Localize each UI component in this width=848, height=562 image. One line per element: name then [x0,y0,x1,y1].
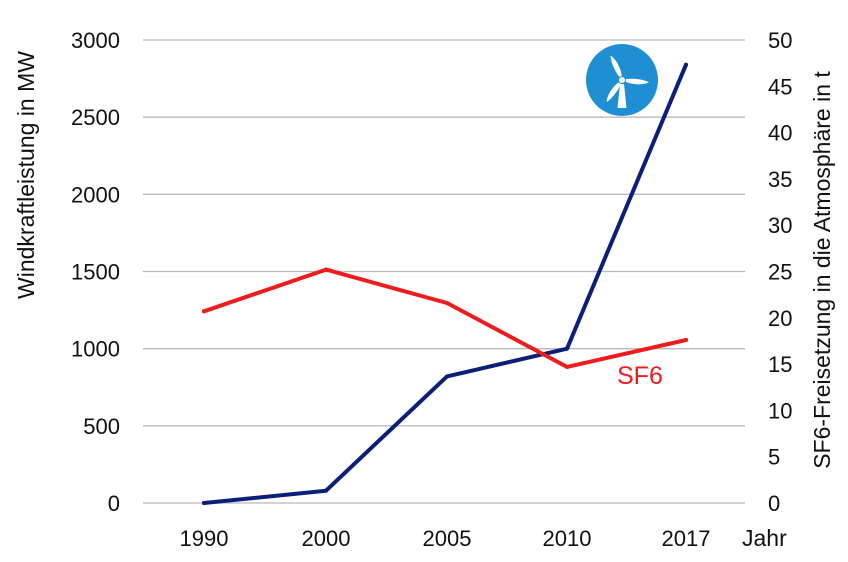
y2-tick-label: 45 [768,74,792,99]
x-tick-label: 1990 [180,526,229,551]
y2-tick-label: 30 [768,213,792,238]
x-tick-label: 2010 [543,526,592,551]
x-tick-label: 2017 [662,526,711,551]
wind-power-point [684,62,688,67]
wind-power-point [324,488,328,493]
y-tick-label: 2500 [71,105,120,130]
sf6-line [202,267,688,369]
wind-power-point [565,346,569,351]
x-tick-label: 2000 [302,526,351,551]
sf6-point [324,267,328,272]
y-tick-label: 3000 [71,28,120,53]
y2-tick-label: 25 [768,260,792,285]
y-tick-label: 1500 [71,260,120,285]
y-tick-label: 0 [108,491,120,516]
y2-tick-label: 10 [768,398,792,423]
series-lines [202,62,688,505]
sf6-point [445,300,449,305]
left-axis-ticks: 0 500 1000 1500 2000 2500 3000 [71,28,120,516]
y2-tick-label: 20 [768,306,792,331]
y2-tick-label: 5 [768,445,780,470]
x-axis-ticks: 1990 2000 2005 2010 2017 [180,526,711,551]
gridlines [143,39,745,504]
x-tick-label: 2005 [423,526,472,551]
x-axis-title: Jahr [742,525,787,551]
sf6-point [565,364,569,369]
wind-turbine-icon [586,44,658,116]
right-axis-ticks: 0 5 10 15 20 25 30 35 40 45 50 [768,28,792,516]
right-axis-title: SF6-Freisetzung in die Atmosphäre in t [809,71,835,469]
sf6-series-label: SF6 [617,362,663,390]
y-tick-label: 500 [83,414,120,439]
y2-tick-label: 40 [768,121,792,146]
left-axis-title: Windkraftleistung in MW [13,51,39,299]
wind-power-point [445,374,449,379]
sf6-point [202,309,206,314]
y2-tick-label: 0 [768,491,780,516]
y-tick-label: 1000 [71,337,120,362]
y2-tick-label: 15 [768,352,792,377]
y2-tick-label: 35 [768,167,792,192]
wind-power-point [202,501,206,505]
y-tick-label: 2000 [71,182,120,207]
wind-power-line [202,62,688,505]
sf6-point [684,338,688,343]
y2-tick-label: 50 [768,28,792,53]
